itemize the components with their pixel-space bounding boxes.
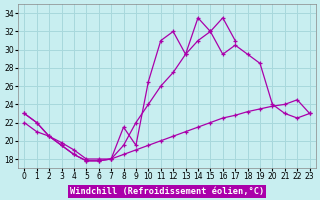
- X-axis label: Windchill (Refroidissement éolien,°C): Windchill (Refroidissement éolien,°C): [70, 187, 264, 196]
